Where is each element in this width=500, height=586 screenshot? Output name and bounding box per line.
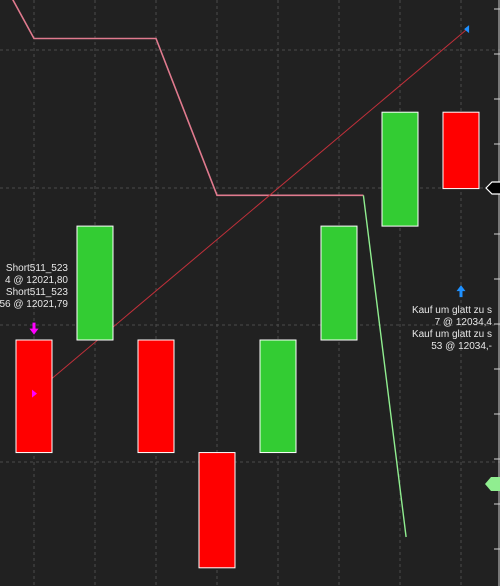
candles[interactable] [15,111,480,569]
long-signal-name-2: Kauf um glatt zu s [411,329,492,340]
candle[interactable] [320,225,358,341]
candle[interactable] [442,111,480,190]
short-signal-label: Short511_523 4 @ 12021,80 Short511_523 5… [0,263,68,311]
pink-price-line [12,0,364,197]
long-entry-arrow-icon [456,285,466,298]
candle[interactable] [198,452,236,569]
candle[interactable] [15,339,53,454]
long-signal-fill-1: 7 @ 12034,4 [434,317,492,328]
short-signal-fill-1: 4 @ 12021,80 [5,275,68,286]
signal-markers [29,25,470,398]
long-signal-label: Kauf um glatt zu s 7 @ 12034,4 Kauf um g… [412,305,492,353]
candle[interactable] [76,225,114,341]
candle[interactable] [137,339,175,454]
short-entry-arrow-icon [29,322,39,335]
long-signal-fill-2: 53 @ 12034,- [431,341,492,352]
short-signal-fill-2: 56 @ 12021,79 [0,299,68,310]
exit-triangle-icon [464,25,470,34]
line-price-marker-icon [485,477,500,491]
short-signal-name-2: Short511_523 [5,287,68,298]
price-axis-edge [485,0,500,586]
candle[interactable] [381,111,419,227]
current-price-marker-icon [485,181,500,195]
short-signal-name-1: Short511_523 [5,263,68,274]
long-signal-name-1: Kauf um glatt zu s [411,305,492,316]
green-price-line [362,195,407,538]
candle[interactable] [259,339,297,454]
entry-triangle-icon [32,389,37,398]
